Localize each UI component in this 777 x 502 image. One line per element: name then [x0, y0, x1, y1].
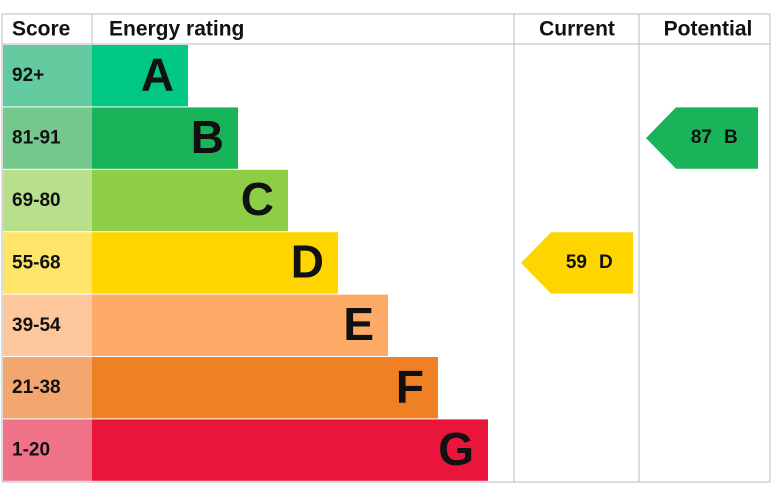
rating-bar	[92, 45, 188, 107]
score-label: 39-54	[12, 315, 61, 336]
potential-value: 87	[691, 127, 712, 148]
rating-bar	[92, 419, 488, 481]
header-current: Current	[539, 18, 615, 41]
rating-bar	[92, 169, 288, 232]
header-score: Score	[12, 18, 70, 41]
score-label: 69-80	[12, 190, 61, 211]
score-cell	[3, 107, 92, 169]
score-label: 55-68	[12, 252, 61, 273]
score-cell	[3, 169, 92, 232]
score-cell	[3, 45, 92, 107]
rating-bar	[92, 357, 438, 419]
score-cell	[3, 232, 92, 294]
rating-letter: A	[141, 48, 174, 100]
score-label: 1-20	[12, 440, 50, 461]
rating-bar	[92, 294, 388, 356]
current-arrow	[521, 232, 633, 294]
rating-bar	[92, 232, 338, 294]
potential-arrow	[646, 107, 758, 169]
rating-letter: F	[396, 360, 424, 412]
score-cell	[3, 419, 92, 481]
header-rating: Energy rating	[109, 18, 244, 41]
header-potential: Potential	[664, 18, 753, 41]
rating-letter: E	[343, 298, 374, 350]
score-label: 81-91	[12, 128, 61, 149]
rating-letter: D	[291, 236, 324, 288]
score-cell	[3, 294, 92, 356]
rating-letter: B	[191, 111, 224, 163]
score-label: 21-38	[12, 377, 61, 398]
rating-letter: G	[438, 423, 474, 475]
score-cell	[3, 357, 92, 419]
rating-letter: C	[241, 173, 274, 225]
score-label: 92+	[12, 65, 44, 86]
current-letter: D	[599, 252, 613, 273]
current-value: 59	[566, 252, 587, 273]
rating-bar	[92, 107, 238, 169]
potential-letter: B	[724, 127, 738, 148]
